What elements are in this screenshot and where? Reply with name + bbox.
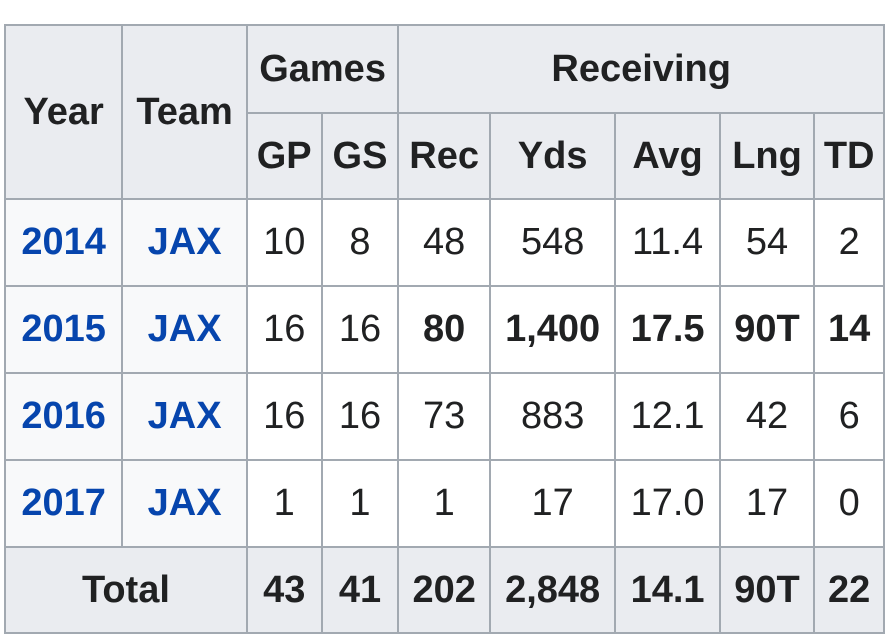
table-row: 2016 JAX 16 16 73 883 12.1 42 6 [3,372,885,461]
total-td: 22 [813,546,885,634]
group-header-receiving: Receiving [397,24,885,114]
year-link[interactable]: 2016 [21,395,106,437]
td-cell: 2 [813,198,885,287]
year-cell: 2014 [3,198,124,287]
year-link[interactable]: 2015 [21,308,106,350]
col-header-rec[interactable]: Rec [397,112,491,200]
stats-table-container: Year Team Games Receiving GP GS Rec Yds … [3,24,885,634]
table-row: 2015 JAX 16 16 80 1,400 17.5 90T 14 [3,285,885,374]
rec-cell: 73 [397,372,491,461]
yds-cell: 548 [488,198,617,287]
year-link[interactable]: 2014 [21,221,106,263]
gp-cell: 16 [245,285,323,374]
gs-cell: 16 [320,285,400,374]
col-header-td[interactable]: TD [813,112,885,200]
rec-cell: 1 [397,459,491,548]
team-cell: JAX [121,198,248,287]
col-header-gs[interactable]: GS [320,112,400,200]
col-header-lng[interactable]: Lng [718,112,816,200]
avg-cell: 17.0 [614,459,721,548]
col-header-year[interactable]: Year [3,24,124,200]
rec-cell: 48 [397,198,491,287]
col-header-yds[interactable]: Yds [488,112,617,200]
receiving-stats-table: Year Team Games Receiving GP GS Rec Yds … [3,24,885,634]
year-cell: 2017 [3,459,124,548]
team-cell: JAX [121,285,248,374]
gp-cell: 1 [245,459,323,548]
yds-cell: 883 [488,372,617,461]
team-cell: JAX [121,372,248,461]
team-link[interactable]: JAX [147,308,222,350]
year-link[interactable]: 2017 [21,482,106,524]
total-yds: 2,848 [488,546,617,634]
year-cell: 2015 [3,285,124,374]
avg-cell: 17.5 [614,285,721,374]
col-header-team[interactable]: Team [121,24,248,200]
lng-cell: 90T [718,285,816,374]
gp-cell: 10 [245,198,323,287]
avg-cell: 12.1 [614,372,721,461]
table-row: 2017 JAX 1 1 1 17 17.0 17 0 [3,459,885,548]
gp-cell: 16 [245,372,323,461]
avg-cell: 11.4 [614,198,721,287]
td-cell: 14 [813,285,885,374]
lng-cell: 54 [718,198,816,287]
header-row-columns: GP GS Rec Yds Avg Lng TD [5,112,885,200]
total-lng: 90T [718,546,816,634]
total-avg: 14.1 [614,546,721,634]
td-cell: 0 [813,459,885,548]
yds-cell: 1,400 [488,285,617,374]
team-link[interactable]: JAX [147,482,222,524]
year-cell: 2016 [3,372,124,461]
group-header-games: Games [245,24,400,114]
total-gs: 41 [320,546,400,634]
gs-cell: 16 [320,372,400,461]
col-header-avg[interactable]: Avg [614,112,721,200]
total-label: Total [4,546,248,634]
team-cell: JAX [121,459,248,548]
gs-cell: 8 [320,198,400,287]
lng-cell: 17 [718,459,816,548]
td-cell: 6 [813,372,885,461]
lng-cell: 42 [718,372,816,461]
table-row: 2014 JAX 10 8 48 548 11.4 54 2 [3,198,885,287]
team-link[interactable]: JAX [147,221,222,263]
rec-cell: 80 [397,285,491,374]
gs-cell: 1 [320,459,400,548]
total-row: Total 43 41 202 2,848 14.1 90T 22 [4,546,885,634]
total-rec: 202 [397,546,491,634]
yds-cell: 17 [488,459,617,548]
col-header-gp[interactable]: GP [245,112,323,200]
total-gp: 43 [245,546,323,634]
team-link[interactable]: JAX [147,395,222,437]
header-row-groups: Year Team Games Receiving [3,24,885,200]
